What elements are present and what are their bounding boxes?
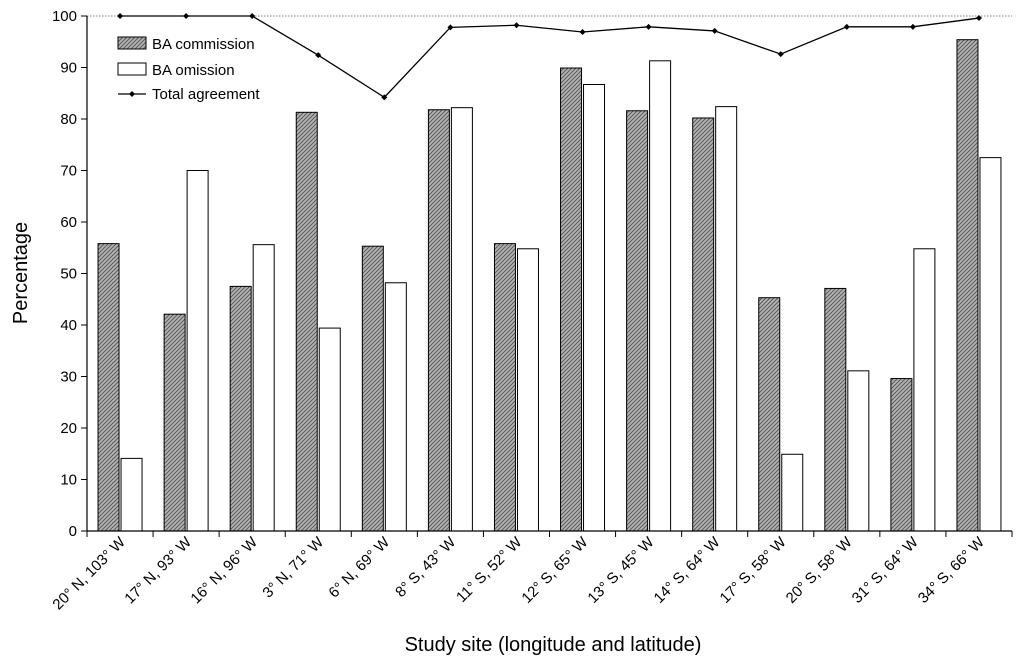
point-total-agreement [909, 23, 916, 30]
y-axis-title: Percentage [10, 222, 32, 324]
bar-commission [758, 297, 781, 532]
y-tick-label: 60 [60, 214, 77, 231]
point-total-agreement [381, 94, 388, 101]
point-total-agreement [843, 23, 850, 30]
legend: BA commission BA omission Total agreemen… [117, 36, 260, 103]
bar-omission [781, 453, 804, 532]
x-tick-label: 8° S, 43° W [392, 533, 460, 601]
bar-omission [913, 248, 936, 532]
bar-commission [692, 117, 715, 532]
y-axis: 0 10 20 30 40 50 60 70 80 90 100 [52, 8, 88, 540]
x-tick-label: 16° N, 96° W [187, 533, 261, 607]
line-total-agreement [120, 15, 980, 99]
x-tick-label: 6° N, 69° W [325, 533, 393, 601]
legend-label-commission: BA commission [152, 36, 255, 53]
bar-commission [493, 243, 516, 532]
legend-label-omission: BA omission [152, 62, 235, 79]
legend-swatch-commission [117, 36, 147, 50]
bar-commission [626, 110, 649, 532]
point-total-agreement [183, 13, 190, 19]
bar-omission [847, 370, 870, 532]
plot-area [87, 13, 1012, 532]
point-total-agreement [711, 27, 718, 34]
point-total-agreement [579, 28, 586, 35]
bar-commission [361, 245, 384, 532]
x-axis: 20° N, 103° W17° N, 93° W16° N, 96° W3° … [49, 530, 1013, 613]
x-tick-label: 12° S, 65° W [518, 533, 592, 607]
legend-label-agreement: Total agreement [152, 86, 260, 103]
x-tick-label: 34° S, 66° W [915, 533, 989, 607]
y-tick-label: 50 [60, 266, 77, 283]
bar-omission [583, 83, 606, 532]
point-total-agreement [513, 22, 520, 29]
bar-omission [715, 106, 738, 532]
bar-omission [318, 327, 341, 532]
legend-swatch-omission [117, 62, 147, 76]
x-tick-label: 14° S, 64° W [651, 533, 725, 607]
bar-commission [890, 378, 913, 532]
bar-commission [97, 243, 120, 532]
x-tick-label: 20° S, 58° W [783, 533, 857, 607]
bar-commission [163, 313, 186, 532]
point-total-agreement [315, 52, 322, 59]
y-tick-label: 30 [60, 369, 77, 386]
x-tick-label: 31° S, 64° W [849, 533, 923, 607]
y-tick-label: 90 [60, 60, 77, 77]
point-total-agreement [447, 24, 454, 31]
legend-swatch-agreement-marker [129, 91, 135, 97]
bar-commission [824, 287, 847, 532]
y-tick-label: 80 [60, 111, 77, 128]
x-tick-label: 11° S, 52° W [453, 533, 526, 606]
x-axis-title: Study site (longitude and latitude) [405, 634, 702, 656]
bar-omission [450, 107, 473, 532]
bar-commission [427, 109, 450, 532]
y-tick-label: 0 [69, 523, 77, 540]
bar-omission [516, 248, 539, 532]
point-total-agreement [975, 15, 982, 22]
bar-commission [295, 111, 318, 532]
y-tick-label: 10 [60, 472, 77, 489]
y-tick-label: 20 [60, 420, 77, 437]
x-tick-label: 17° N, 93° W [121, 533, 195, 607]
x-tick-label: 20° N, 103° W [49, 533, 129, 613]
x-tick-label: 17° S, 58° W [717, 533, 791, 607]
bar-omission [979, 157, 1002, 532]
point-total-agreement [777, 51, 784, 58]
bar-commission [956, 39, 979, 532]
bar-omission [384, 282, 407, 532]
bar-omission [649, 60, 672, 532]
x-tick-label: 3° N, 71° W [259, 533, 327, 601]
y-tick-label: 40 [60, 317, 77, 334]
bar-omission [120, 457, 143, 532]
y-tick-label: 100 [52, 8, 77, 25]
point-total-agreement [645, 23, 652, 30]
x-tick-label: 13° S, 45° W [584, 533, 658, 607]
point-total-agreement [117, 13, 124, 19]
point-total-agreement [249, 13, 256, 19]
bar-omission [252, 244, 275, 532]
bar-commission [560, 67, 583, 532]
y-tick-label: 70 [60, 163, 77, 180]
bar-commission [229, 285, 252, 532]
bar-omission [186, 170, 209, 532]
